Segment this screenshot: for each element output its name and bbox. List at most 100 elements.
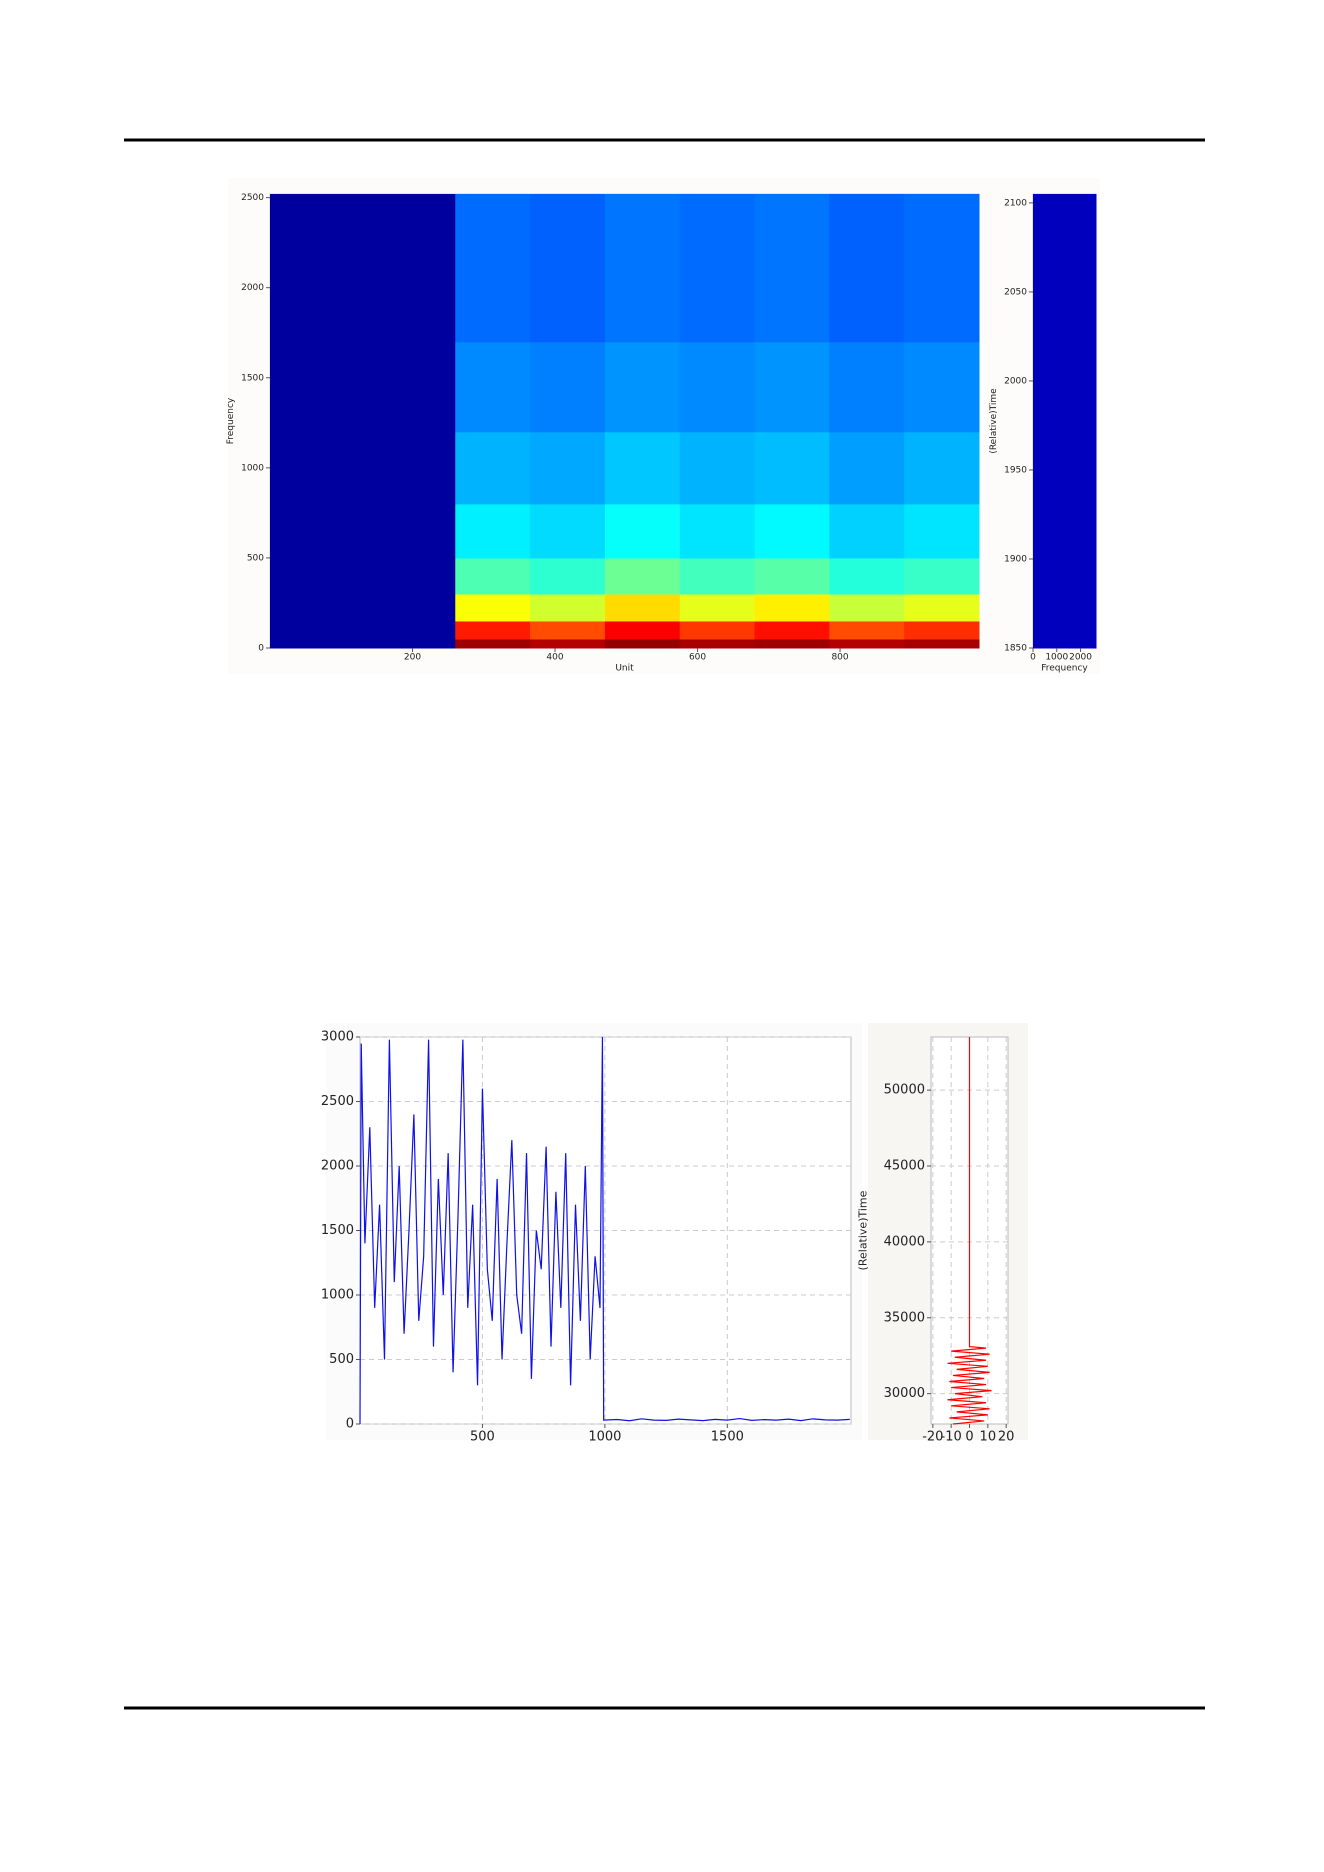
x-tick-label: 0 <box>1030 653 1036 663</box>
heatmap-cell <box>679 620 756 640</box>
heatmap-cell <box>904 620 980 640</box>
heatmap-cell <box>455 194 531 343</box>
heatmap-cell <box>412 638 456 649</box>
x-tick-label: -20 <box>922 1430 943 1445</box>
heatmap-cell <box>829 194 905 343</box>
heatmap-cell <box>604 620 681 640</box>
heatmap-cell <box>270 557 342 595</box>
y-axis-label: (Relative)Time <box>856 1190 869 1270</box>
heatmap-cell <box>754 194 830 343</box>
heatmap-cell <box>904 341 980 433</box>
heatmap-cell <box>341 503 414 559</box>
heatmap-cell <box>604 431 681 505</box>
heatmap-cell <box>270 194 342 343</box>
y-tick-label: 45000 <box>884 1159 925 1174</box>
heatmap-cell <box>829 341 905 433</box>
heatmap-cell <box>455 557 531 595</box>
y-tick-label: 2100 <box>1004 198 1027 208</box>
x-tick-label: 0 <box>965 1430 973 1445</box>
y-tick-label: 0 <box>346 1417 354 1432</box>
heatmap-cell <box>904 431 980 505</box>
heatmap-cell <box>412 557 456 595</box>
y-tick-label: 1500 <box>241 373 264 383</box>
y-tick-label: 2050 <box>1004 287 1027 297</box>
y-tick-label: 0 <box>258 644 264 654</box>
heatmap-cell <box>412 593 456 622</box>
heatmap-cell <box>530 557 606 595</box>
y-axis-label: Frequency <box>226 397 236 444</box>
heatmap-cell <box>270 593 342 622</box>
heatmap-cell <box>679 431 756 505</box>
heatmap-cell <box>412 194 456 343</box>
y-tick-label: 1000 <box>241 463 264 473</box>
heatmap-cell <box>530 593 606 622</box>
heatmap-cell <box>455 341 531 433</box>
heatmap-cell <box>829 638 905 649</box>
y-tick-label: 2500 <box>321 1094 354 1109</box>
heatmap-cell <box>270 341 342 433</box>
heatmap-cell <box>341 341 414 433</box>
heatmap-cell <box>1033 194 1097 649</box>
heatmap-cell <box>754 638 830 649</box>
heatmap-cell <box>341 593 414 622</box>
y-axis-label: (Relative)Time <box>989 388 999 454</box>
y-tick-label: 500 <box>329 1352 354 1367</box>
heatmap-cell <box>604 557 681 595</box>
heatmap-cell <box>754 620 830 640</box>
heatmap-cell <box>455 431 531 505</box>
heatmap-cell <box>754 557 830 595</box>
heatmap-cell <box>270 620 342 640</box>
y-tick-label: 2000 <box>321 1159 354 1174</box>
heatmap-cell <box>455 503 531 559</box>
y-tick-label: 500 <box>247 553 264 563</box>
y-tick-label: 1950 <box>1004 465 1027 475</box>
heatmap-cell <box>904 503 980 559</box>
x-axis-label: Frequency <box>1041 663 1088 673</box>
heatmap-cell <box>604 503 681 559</box>
y-tick-label: 1500 <box>321 1223 354 1238</box>
data-line <box>947 1037 992 1425</box>
x-tick-label: 1000 <box>1045 653 1068 663</box>
heatmap-cell <box>754 593 830 622</box>
heatmap-cell <box>754 431 830 505</box>
heatmap-cell <box>530 638 606 649</box>
y-tick-label: 1900 <box>1004 554 1027 564</box>
x-tick-label: 400 <box>546 653 563 663</box>
data-line <box>359 1036 850 1425</box>
x-tick-label: 20 <box>998 1430 1015 1445</box>
heatmap-cell <box>604 638 681 649</box>
heatmap-cell <box>904 593 980 622</box>
heatmap-cell <box>455 593 531 622</box>
y-tick-label: 50000 <box>884 1083 925 1098</box>
heatmap-cell <box>530 503 606 559</box>
x-tick-label: 1500 <box>711 1430 744 1445</box>
x-tick-label: 500 <box>470 1430 495 1445</box>
heatmap-cell <box>412 341 456 433</box>
heatmap-cell <box>604 194 681 343</box>
heatmap-cell <box>829 503 905 559</box>
heatmap-cell <box>679 593 756 622</box>
y-tick-label: 3000 <box>321 1030 354 1045</box>
heatmap-cell <box>829 620 905 640</box>
y-tick-label: 2000 <box>241 283 264 293</box>
x-tick-label: 600 <box>689 653 706 663</box>
heatmap-cell <box>530 194 606 343</box>
heatmap-cell <box>904 194 980 343</box>
heatmap-cell <box>829 431 905 505</box>
heatmap-cell <box>270 638 342 649</box>
x-tick-label: 800 <box>831 653 848 663</box>
heatmap-cell <box>829 593 905 622</box>
heatmap-cell <box>679 638 756 649</box>
x-tick-label: 200 <box>404 653 421 663</box>
heatmap-cell <box>412 431 456 505</box>
heatmap-cell <box>604 341 681 433</box>
heatmap-cell <box>604 593 681 622</box>
heatmap-cell <box>455 638 531 649</box>
heatmap-cell <box>341 638 414 649</box>
y-tick-label: 2000 <box>1004 376 1027 386</box>
heatmap-cell <box>341 431 414 505</box>
x-tick-label: 1000 <box>588 1430 621 1445</box>
heatmap-cell <box>679 503 756 559</box>
heatmap-cell <box>341 557 414 595</box>
x-tick-label: 2000 <box>1069 653 1092 663</box>
